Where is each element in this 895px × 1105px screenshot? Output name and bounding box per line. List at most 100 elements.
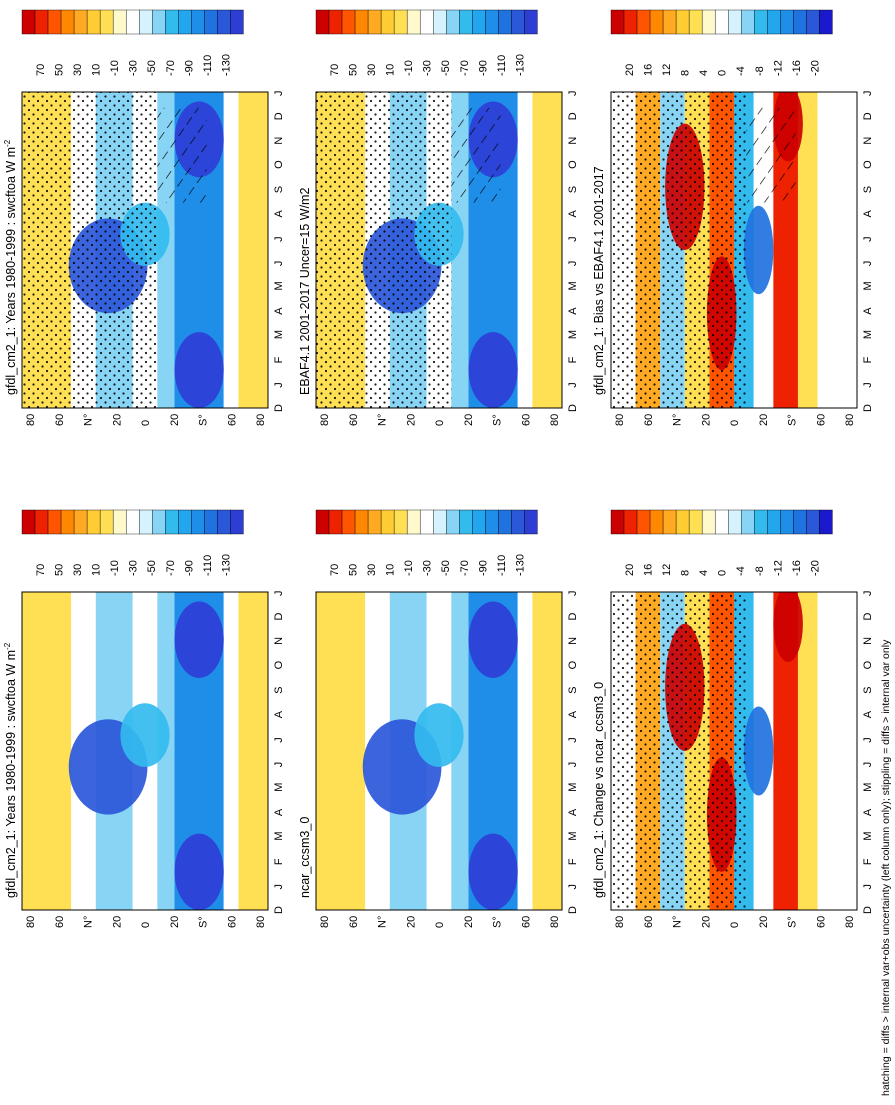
colorbar-tick-label: 70 <box>329 64 341 76</box>
month-tick-label: A <box>567 307 579 315</box>
heatmap-field <box>611 92 857 408</box>
month-tick-label: S <box>862 687 874 694</box>
colorbar-swatch <box>47 509 62 535</box>
colorbar-swatch <box>662 9 677 35</box>
colorbar-swatch <box>34 9 49 35</box>
colorbar-tick-label: 0 <box>717 570 729 576</box>
colorbar-swatch <box>217 9 231 35</box>
heatmap-field <box>316 592 562 910</box>
colorbar-swatch <box>662 509 677 535</box>
colorbar-swatch <box>459 509 473 535</box>
colorbar-swatch <box>741 509 755 535</box>
month-tick-label: N <box>567 137 579 145</box>
colorbar-tick-label: -12 <box>772 560 784 576</box>
field-band <box>532 92 562 408</box>
panel-border <box>610 91 858 409</box>
colorbar-swatch <box>511 509 525 535</box>
month-tick-label: J <box>273 762 285 768</box>
colorbar-swatch <box>741 9 755 35</box>
month-tick-label: D <box>273 112 285 120</box>
colorbar-swatch <box>380 9 395 35</box>
month-tick-label: M <box>567 330 579 339</box>
field-blob <box>743 706 774 796</box>
lat-tick-label: 80 <box>25 916 37 928</box>
colorbar-tick-label: -130 <box>514 554 526 576</box>
colorbar-swatch <box>112 509 127 535</box>
lat-tick-label: 80 <box>614 414 626 426</box>
colorbar-swatch <box>485 509 499 535</box>
field-band <box>316 592 366 910</box>
colorbar-swatch <box>793 9 807 35</box>
colorbar: 70 50 30 10 -10 -30 -50 -70 -90 -110 -130 <box>315 9 538 76</box>
month-tick-label: D <box>862 906 874 914</box>
colorbar-tick-label: -130 <box>220 54 232 76</box>
colorbar-swatch <box>623 509 638 535</box>
colorbar-swatch <box>610 509 625 535</box>
month-tick-label: J <box>567 91 579 97</box>
colorbar: 20 16 12 8 4 0 -4 -8 -12 -16 -20 <box>610 509 833 576</box>
month-tick-label: M <box>567 281 579 290</box>
lat-tick-label: 60 <box>226 916 238 928</box>
colorbar-tick-label: -110 <box>496 555 508 576</box>
panel-border <box>610 591 858 911</box>
panel-title: ncar_ccsm3_0 <box>298 817 312 898</box>
colorbar-swatch <box>623 9 638 35</box>
colorbar-swatch <box>112 9 127 35</box>
panel-title: gfdl_cm2_1: Change vs ncar_ccsm3_0 <box>592 682 606 898</box>
month-tick-label: J <box>273 884 285 890</box>
colorbar-swatch <box>315 509 330 535</box>
lat-tick-label: 20 <box>700 916 712 928</box>
lat-tick-label: S° <box>787 414 799 426</box>
lat-tick-label: 0 <box>434 420 446 426</box>
lat-tick-label: 60 <box>54 414 66 426</box>
month-tick-label: N <box>862 137 874 145</box>
colorbar-tick-label: 4 <box>698 570 710 576</box>
colorbar-swatch <box>354 509 369 535</box>
colorbar-swatch <box>701 9 716 35</box>
colorbar-swatch <box>459 9 473 35</box>
month-tick-label: J <box>862 737 874 743</box>
month-tick-label: O <box>273 160 285 169</box>
colorbar-tick-label: -8 <box>754 66 766 76</box>
colorbar-swatch <box>99 9 114 35</box>
lat-tick-label: 20 <box>758 916 770 928</box>
colorbar-swatch <box>754 509 768 535</box>
lat-tick-label: 80 <box>255 916 267 928</box>
panel-border <box>315 91 563 409</box>
colorbar-tick-label: 16 <box>643 64 655 76</box>
colorbar-tick-label: -30 <box>422 560 434 576</box>
colorbar: 70 50 30 10 -10 -30 -50 -70 -90 -110 -130 <box>21 509 244 576</box>
field-blob <box>773 592 803 662</box>
month-tick-label: M <box>567 831 579 840</box>
colorbar-tick-label: -50 <box>146 60 158 76</box>
colorbar-tick-label: -50 <box>146 560 158 576</box>
colorbar-tick-label: -90 <box>183 560 195 576</box>
month-tick-label: N <box>273 137 285 145</box>
colorbar-swatch <box>675 509 690 535</box>
lat-tick-label: 0 <box>140 922 152 928</box>
colorbar-tick-label: -16 <box>791 60 803 76</box>
colorbar-swatch <box>152 509 166 535</box>
month-tick-label: M <box>862 281 874 290</box>
colorbar-swatch <box>380 509 395 535</box>
month-tick-label: D <box>862 612 874 620</box>
panel-plot: 80 60 N° 20 0 20 S° 60 80 D J F M A M J J A S O N D J <box>315 591 579 928</box>
footnote: hatching = diffs > internal var+obs unce… <box>880 639 892 1096</box>
month-tick-label: D <box>862 112 874 120</box>
colorbar-tick-label: 70 <box>329 564 341 576</box>
colorbar-tick-label: 10 <box>385 564 397 576</box>
colorbar-tick-label: -30 <box>128 560 140 576</box>
field-blob <box>174 833 224 910</box>
month-tick-label: A <box>862 710 874 718</box>
lat-tick-label: 60 <box>815 916 827 928</box>
colorbar-tick-label: -130 <box>514 54 526 76</box>
lat-tick-label: 20 <box>111 414 123 426</box>
colorbar-tick-label: -20 <box>809 60 821 76</box>
colorbar-tick-label: 70 <box>35 564 47 576</box>
lat-tick-label: N° <box>377 916 389 928</box>
colorbar-swatch <box>701 509 716 535</box>
field-blob <box>174 601 224 678</box>
month-tick-label: J <box>273 236 285 242</box>
month-tick-label: J <box>862 591 874 597</box>
colorbar-tick-label: 12 <box>661 64 673 76</box>
